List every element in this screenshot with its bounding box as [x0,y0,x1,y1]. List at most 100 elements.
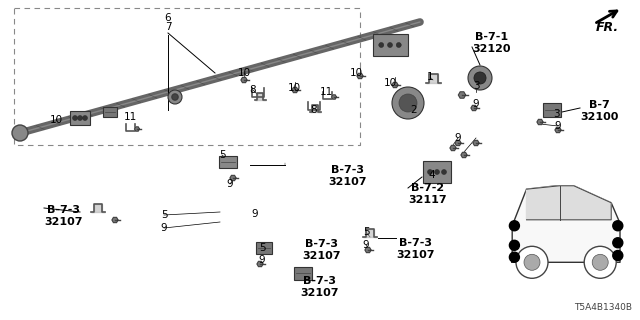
Polygon shape [292,87,298,92]
Polygon shape [255,93,266,100]
Bar [256,242,272,254]
Polygon shape [471,105,477,111]
Text: 10: 10 [237,68,251,78]
Polygon shape [392,83,398,88]
Circle shape [474,72,486,84]
Circle shape [72,116,77,121]
Polygon shape [112,217,118,223]
Circle shape [516,246,548,278]
Circle shape [83,116,88,121]
Text: B-7-3
32107: B-7-3 32107 [300,276,339,298]
Text: B-7-3
32107: B-7-3 32107 [302,239,340,260]
Circle shape [613,221,623,231]
Circle shape [428,170,433,174]
Text: 8: 8 [310,105,317,115]
Polygon shape [241,77,247,83]
Circle shape [584,246,616,278]
Text: 5: 5 [363,227,369,237]
Circle shape [168,90,182,104]
Circle shape [613,238,623,248]
Circle shape [172,93,179,100]
Bar [70,111,90,125]
Circle shape [509,240,520,250]
Text: 9: 9 [252,209,259,219]
Text: 10: 10 [349,68,363,78]
Text: B-7-1
32120: B-7-1 32120 [472,32,511,53]
Circle shape [379,43,384,47]
Text: 9: 9 [161,223,167,233]
Text: 6: 6 [164,13,172,23]
Text: B-7-3
32107: B-7-3 32107 [44,205,83,227]
Circle shape [509,252,520,262]
Polygon shape [537,119,543,124]
Text: B-7-3
32107: B-7-3 32107 [396,238,435,260]
Text: 7: 7 [164,22,172,32]
Polygon shape [473,140,479,146]
Polygon shape [332,95,337,99]
Text: 11: 11 [319,87,333,97]
Text: 4: 4 [429,170,435,180]
Polygon shape [512,186,620,262]
Text: 11: 11 [124,112,136,122]
Text: 9: 9 [454,133,461,143]
Bar [543,103,561,117]
Circle shape [435,170,440,174]
Circle shape [474,72,486,84]
Polygon shape [450,145,456,151]
Polygon shape [91,204,105,212]
Circle shape [524,254,540,270]
Text: 10: 10 [383,78,397,88]
Circle shape [396,43,401,47]
Circle shape [509,221,520,231]
Bar [294,267,312,279]
Polygon shape [363,228,377,237]
Polygon shape [527,186,611,220]
Polygon shape [458,92,466,98]
Circle shape [442,170,447,174]
Polygon shape [230,175,236,180]
Polygon shape [310,105,321,112]
Text: 5: 5 [161,210,167,220]
Text: B-7-3
32107: B-7-3 32107 [328,165,367,187]
Text: 9: 9 [473,99,479,109]
Text: 10: 10 [49,115,63,125]
Text: B-7-2
32117: B-7-2 32117 [408,183,447,204]
Text: T5A4B1340B: T5A4B1340B [574,303,632,312]
Text: 8: 8 [250,85,256,95]
Text: 9: 9 [227,179,234,189]
Text: 5: 5 [219,150,225,160]
Text: 5: 5 [259,243,266,253]
Polygon shape [426,74,440,83]
Circle shape [399,94,417,112]
Circle shape [392,87,424,119]
Circle shape [592,254,608,270]
Polygon shape [455,140,461,146]
Text: 9: 9 [555,121,561,131]
Circle shape [387,43,392,47]
Polygon shape [357,73,363,79]
Text: 3: 3 [553,109,559,119]
Bar [372,34,408,56]
Circle shape [613,251,623,260]
Polygon shape [134,127,140,131]
Text: FR.: FR. [596,21,619,34]
Text: 9: 9 [259,255,266,265]
Circle shape [172,94,178,100]
Bar [103,107,117,117]
Text: B-7
32100: B-7 32100 [580,100,618,122]
Bar [219,156,237,168]
Text: 2: 2 [411,105,417,115]
Circle shape [12,125,28,141]
Bar [423,161,451,183]
Circle shape [77,116,83,121]
Circle shape [468,66,492,90]
Text: 10: 10 [287,83,301,93]
Polygon shape [461,152,467,157]
Text: 1: 1 [427,72,433,82]
Polygon shape [365,247,371,252]
Circle shape [400,95,416,111]
Text: 3: 3 [473,81,479,91]
Polygon shape [257,261,263,267]
Text: 9: 9 [363,240,369,250]
Polygon shape [555,127,561,132]
